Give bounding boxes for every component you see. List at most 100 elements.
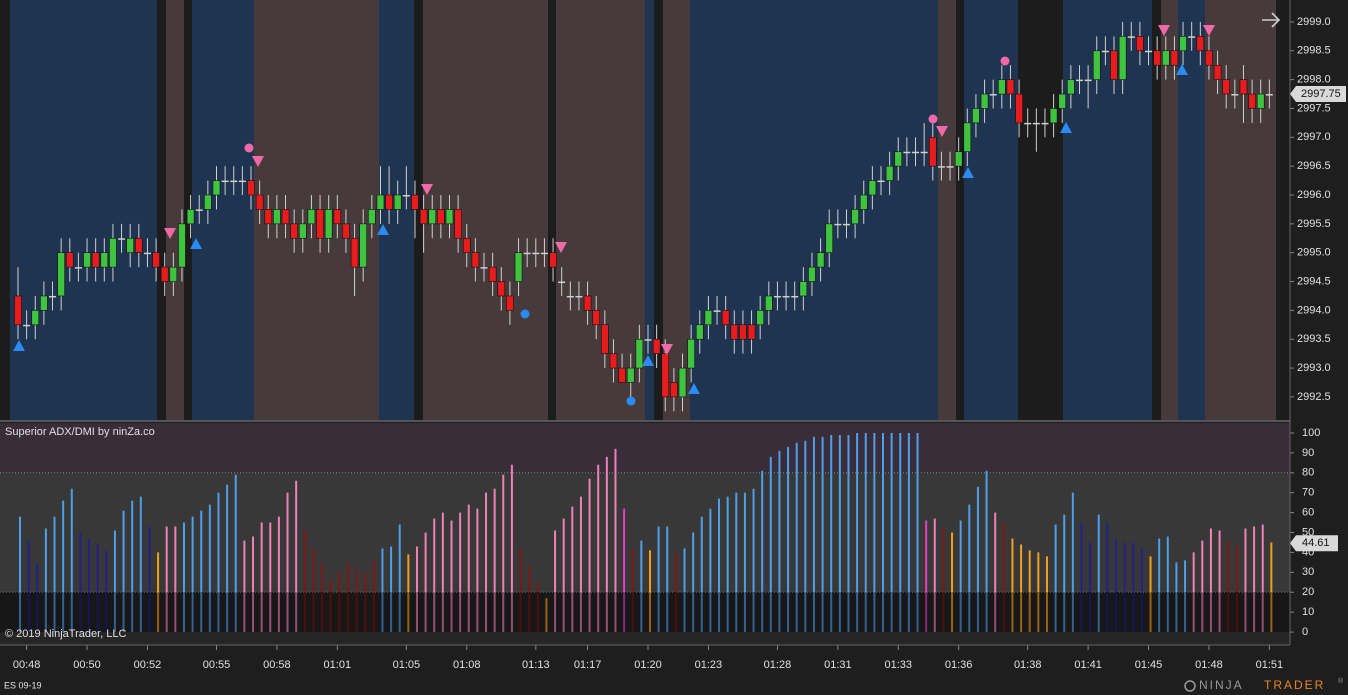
candle-body [1213,64,1222,80]
candle-body [1256,93,1265,109]
buy-signal [377,224,389,235]
candle-body [954,151,963,167]
sell-signal [1203,25,1215,36]
candle-body [713,310,721,312]
candle-body [851,209,859,225]
candle-body [83,252,91,268]
candle-body [739,324,747,340]
candle-body [57,252,65,297]
x-tick-label: 01:51 [1256,659,1284,671]
candle-body [912,151,920,154]
x-tick-label: 01:01 [324,659,352,671]
candle-body [601,324,609,354]
scroll-arrow[interactable] [1262,12,1281,28]
candle-body [1248,93,1256,109]
lower-zone-shade [0,592,1290,633]
upper-zone [0,423,1290,473]
y-tick-label: 0 [1302,626,1308,638]
sell-signal [164,228,176,239]
candle-body [393,194,402,210]
candle-body [678,367,687,398]
y-tick-label: 2993.5 [1297,333,1331,345]
last-value-tag [1290,535,1338,552]
candle-body [298,223,307,239]
candle-body [428,209,437,225]
y-tick-label: 2994.5 [1297,275,1331,287]
candle-body [143,252,151,255]
candle-body [566,295,574,298]
candle-body [1024,122,1032,125]
sell-signal [252,156,264,167]
x-tick-label: 01:48 [1195,659,1223,671]
candle-body [549,252,557,268]
buy-signal [642,355,654,366]
candle-body [972,108,980,124]
trend-zone [654,0,663,420]
candle-body [1196,36,1205,52]
x-tick-label: 01:23 [695,659,723,671]
candle-body [385,194,393,210]
trend-zone [1276,0,1290,420]
candle-body [695,324,704,340]
candle-body [1170,50,1179,66]
last-value-label: 44.61 [1302,537,1330,549]
candle-body [1092,50,1101,80]
candle-body [1118,36,1127,80]
sell-signal [555,242,567,253]
candle-body [359,223,368,268]
y-tick-label: 30 [1302,566,1314,578]
x-tick-label: 01:41 [1074,659,1102,671]
candle-body [816,252,825,268]
candle-body [963,122,972,153]
trend-zone [0,0,10,420]
buy-signal [688,383,700,394]
candle-body [195,209,203,211]
candle-body [109,237,117,268]
candle-body [540,252,548,255]
last-price-tag [1290,86,1346,103]
candle-body [333,209,342,225]
candle-body [558,281,566,284]
x-tick-label: 01:28 [764,659,792,671]
candle-body [437,209,445,225]
y-tick-label: 70 [1302,487,1314,499]
middle-zone [0,472,1290,593]
candle-body [937,166,945,168]
candle-body [834,223,842,226]
x-tick-label: 01:36 [945,659,973,671]
trend-zone [1205,0,1276,420]
candle-body [238,180,246,183]
candle-body [100,252,109,268]
candle-body [169,266,178,282]
trend-zone [964,0,1018,420]
candle-body [160,266,169,282]
candle-body [411,194,419,210]
candle-body [894,151,903,167]
candle-body [316,209,324,239]
candle-body [273,209,281,225]
candle-body [31,310,40,326]
sell-signal [421,184,433,195]
candle-body [609,353,618,369]
trend-zone [1063,0,1152,420]
y-tick-label: 2996.5 [1297,160,1331,172]
candle-body [877,180,885,183]
candle-body [49,295,57,298]
candle-body [290,223,298,239]
candle-body [230,180,238,183]
y-tick-label: 2995.5 [1297,218,1331,230]
candle-body [1075,79,1083,82]
candle-body [1205,50,1213,66]
y-tick-label: 100 [1302,427,1320,439]
candle-body [583,295,592,311]
candle-body [221,180,229,183]
trend-zone [690,0,938,420]
candle-body [324,209,333,239]
trend-zone [956,0,964,420]
blue-dot [626,396,636,406]
x-tick-label: 01:31 [824,659,852,671]
buy-signal [13,340,25,351]
x-tick-label: 00:50 [73,659,101,671]
candle-body [1179,36,1187,52]
trend-zone [379,0,414,420]
